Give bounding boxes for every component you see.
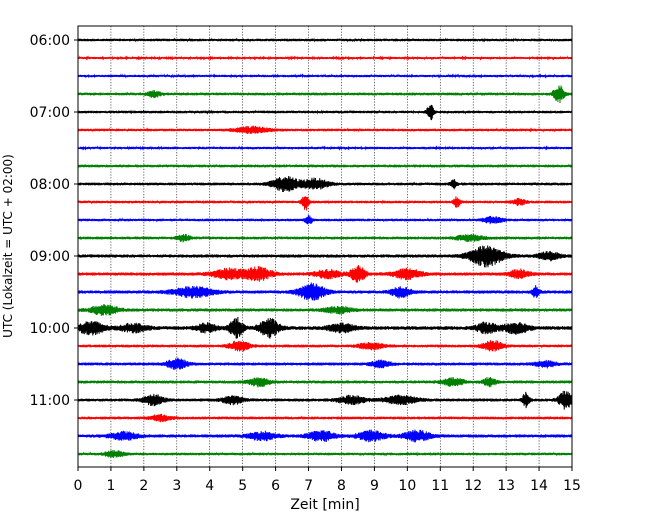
seismic-trace bbox=[77, 390, 573, 410]
y-tick-label: 10:00 bbox=[30, 321, 70, 337]
x-tick-label: 6 bbox=[271, 478, 280, 494]
seismic-trace bbox=[77, 215, 573, 225]
x-tick-label: 13 bbox=[497, 478, 515, 494]
x-tick-label: 8 bbox=[337, 478, 346, 494]
x-axis-label: Zeit [min] bbox=[290, 497, 359, 513]
x-tick-label: 14 bbox=[530, 478, 548, 494]
x-tick-label: 7 bbox=[304, 478, 313, 494]
y-axis-label: UTC (Lokalzeit = UTC + 02:00) bbox=[1, 154, 15, 338]
x-tick-label: 3 bbox=[172, 478, 181, 494]
seismic-trace bbox=[77, 413, 573, 423]
y-tick-label: 09:00 bbox=[30, 249, 70, 265]
seismic-trace bbox=[77, 196, 573, 211]
seismic-trace bbox=[77, 357, 573, 370]
seismic-trace bbox=[77, 104, 573, 121]
seismic-trace bbox=[77, 340, 573, 352]
x-tick-label: 11 bbox=[431, 478, 449, 494]
x-tick-label: 5 bbox=[238, 478, 247, 494]
x-tick-label: 10 bbox=[398, 478, 416, 494]
seismic-trace bbox=[77, 145, 573, 151]
seismic-trace bbox=[77, 376, 573, 388]
y-tick-label: 08:00 bbox=[30, 177, 70, 193]
x-tick-label: 12 bbox=[464, 478, 482, 494]
seismic-trace bbox=[77, 85, 573, 104]
trace-group bbox=[77, 37, 573, 459]
seismic-trace bbox=[77, 73, 573, 79]
seismic-trace bbox=[77, 449, 573, 459]
x-tick-label: 2 bbox=[139, 478, 148, 494]
seismic-trace bbox=[77, 125, 573, 134]
seismic-trace bbox=[77, 316, 573, 339]
x-tick-label: 15 bbox=[563, 478, 581, 494]
seismic-trace bbox=[77, 37, 573, 43]
x-axis: 0 1 2 3 4 5 6 7 8 9 10 11 12 13 14 15 bbox=[74, 467, 581, 494]
plot-frame bbox=[77, 25, 573, 468]
y-tick-label: 07:00 bbox=[30, 105, 70, 121]
x-tick-label: 4 bbox=[205, 478, 214, 494]
seismic-trace bbox=[77, 163, 573, 168]
x-tick-label: 0 bbox=[74, 478, 83, 494]
seismic-trace bbox=[77, 265, 573, 283]
seismic-trace bbox=[77, 245, 573, 268]
y-tick-label: 06:00 bbox=[30, 33, 70, 49]
vertical-grid bbox=[110, 26, 540, 467]
seismic-trace bbox=[77, 55, 573, 61]
y-axis: 06:00 07:00 08:00 09:00 10:00 11:00 bbox=[30, 33, 78, 409]
y-tick-label: 11:00 bbox=[30, 393, 70, 409]
seismic-trace bbox=[77, 429, 573, 443]
seismic-trace bbox=[77, 304, 573, 316]
x-tick-label: 1 bbox=[106, 478, 115, 494]
seismic-trace bbox=[77, 282, 573, 301]
seismic-trace bbox=[77, 176, 573, 193]
x-tick-label: 9 bbox=[370, 478, 379, 494]
seismic-trace bbox=[77, 233, 573, 243]
